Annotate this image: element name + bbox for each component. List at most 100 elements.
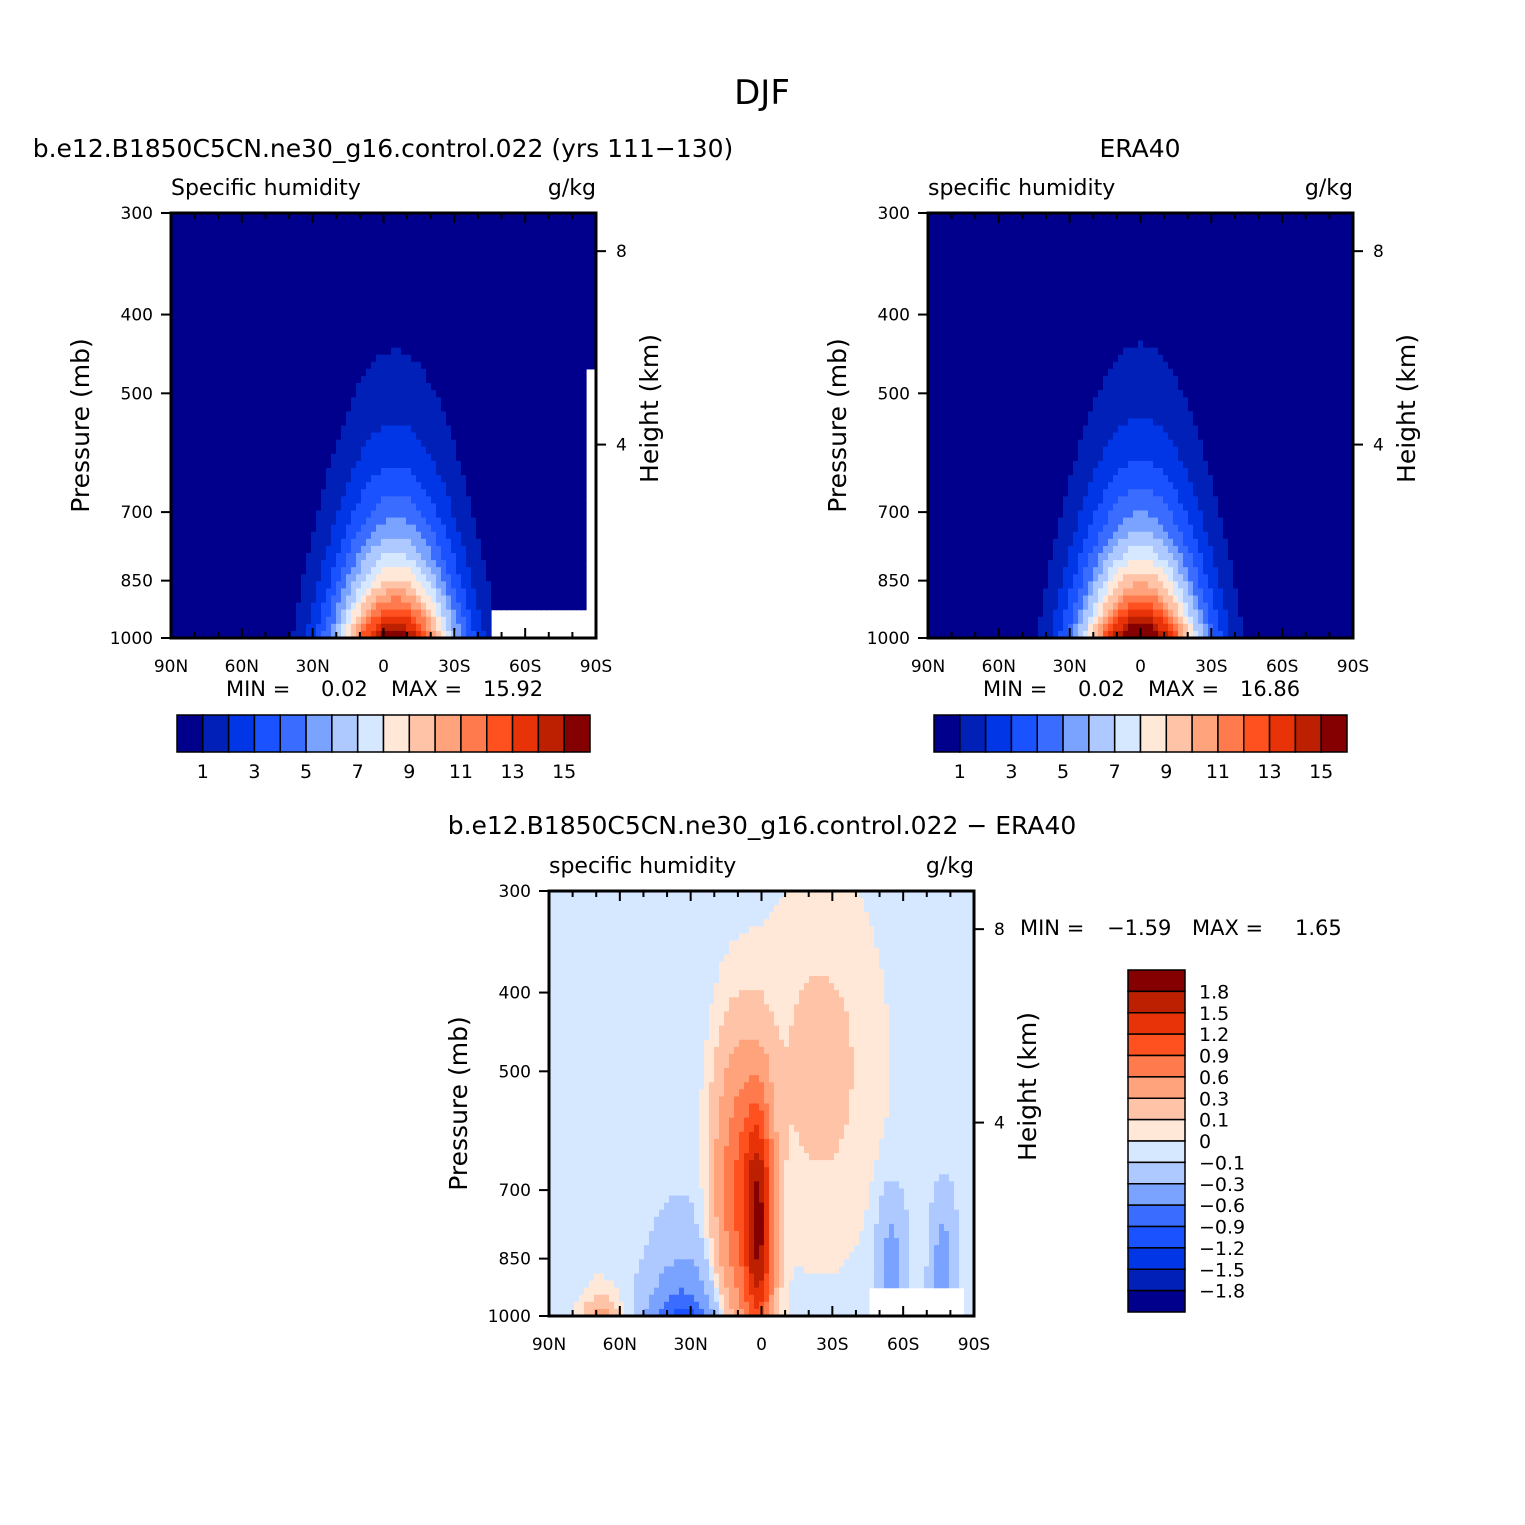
contour-cell	[221, 354, 227, 363]
contour-cell	[171, 319, 177, 327]
contour-cell	[411, 319, 417, 327]
contour-cell	[396, 468, 402, 476]
contour-cell	[311, 446, 317, 455]
contour-cell	[196, 545, 202, 554]
contour-cell	[536, 368, 542, 377]
contour-cell	[251, 305, 257, 313]
contour-cell	[196, 425, 202, 434]
contour-cell	[486, 517, 492, 526]
contour-cell	[386, 588, 392, 597]
contour-cell	[241, 630, 247, 639]
contour-cell	[526, 453, 532, 462]
contour-cell	[266, 453, 272, 462]
contour-cell	[306, 368, 312, 377]
contour-cell	[406, 213, 412, 221]
contour-cell	[201, 595, 207, 604]
contour-cell	[496, 333, 502, 342]
contour-cell	[246, 482, 252, 490]
contour-cell	[321, 298, 327, 306]
contour-cell	[276, 418, 282, 427]
contour-cell	[506, 567, 512, 575]
contour-cell	[506, 418, 512, 427]
contour-cell	[376, 531, 382, 540]
contour-cell	[266, 368, 272, 377]
contour-cell	[496, 510, 502, 519]
contour-cell	[381, 276, 387, 285]
contour-cell	[231, 404, 237, 412]
contour-cell	[206, 333, 212, 342]
contour-cell	[446, 354, 452, 363]
contour-cell	[201, 460, 207, 469]
contour-cell	[321, 390, 327, 398]
contour-cell	[506, 290, 512, 299]
contour-cell	[411, 298, 417, 306]
contour-cell	[426, 383, 432, 391]
contour-cell	[336, 524, 342, 533]
contour-cell	[191, 234, 197, 242]
contour-cell	[266, 489, 272, 497]
contour-cell	[561, 425, 567, 434]
contour-cell	[286, 227, 292, 235]
contour-cell	[376, 390, 382, 398]
contour-cell	[386, 383, 392, 391]
contour-cell	[441, 460, 447, 469]
contour-cell	[566, 581, 572, 590]
contour-cell	[291, 220, 297, 228]
contour-cell	[401, 553, 407, 561]
contour-cell	[406, 248, 412, 257]
contour-cell	[236, 319, 242, 327]
contour-cell	[266, 595, 272, 604]
contour-cell	[361, 588, 367, 597]
contour-cell	[436, 262, 442, 271]
contour-cell	[326, 397, 332, 405]
contour-cell	[306, 553, 312, 561]
contour-cell	[566, 460, 572, 469]
contour-cell	[251, 489, 257, 497]
contour-cell	[361, 283, 367, 292]
contour-cell	[281, 482, 287, 490]
contour-cell	[241, 361, 247, 370]
contour-cell	[231, 468, 237, 476]
contour-cell	[491, 333, 497, 342]
contour-cell	[381, 361, 387, 370]
contour-cell	[371, 574, 377, 582]
contour-cell	[371, 312, 377, 320]
contour-cell	[491, 545, 497, 554]
contour-cell	[321, 432, 327, 441]
contour-cell	[556, 468, 562, 476]
contour-cell	[506, 347, 512, 356]
contour-cell	[281, 453, 287, 462]
contour-cell	[526, 432, 532, 441]
contour-cell	[181, 446, 187, 455]
contour-cell	[216, 595, 222, 604]
contour-cell	[196, 623, 202, 632]
contour-cell	[211, 248, 217, 257]
contour-cell	[511, 460, 517, 469]
contour-cell	[356, 354, 362, 363]
contour-cell	[556, 319, 562, 327]
contour-cell	[311, 524, 317, 533]
contour-cell	[476, 361, 482, 370]
contour-cell	[511, 347, 517, 356]
contour-cell	[316, 368, 322, 377]
contour-cell	[446, 248, 452, 257]
contour-cell	[551, 269, 557, 278]
contour-cell	[296, 524, 302, 533]
contour-cell	[441, 468, 447, 476]
contour-cell	[291, 482, 297, 490]
contour-cell	[286, 241, 292, 250]
contour-cell	[256, 609, 262, 618]
contour-cell	[461, 255, 467, 264]
contour-cell	[526, 383, 532, 391]
contour-cell	[276, 538, 282, 547]
contour-cell	[306, 545, 312, 554]
contour-cell	[246, 290, 252, 299]
contour-cell	[476, 340, 482, 349]
contour-cell	[171, 283, 177, 292]
contour-cell	[401, 255, 407, 264]
contour-cell	[386, 361, 392, 370]
contour-cell	[561, 404, 567, 412]
contour-cell	[501, 588, 507, 597]
contour-cell	[456, 347, 462, 356]
contour-cell	[491, 489, 497, 497]
